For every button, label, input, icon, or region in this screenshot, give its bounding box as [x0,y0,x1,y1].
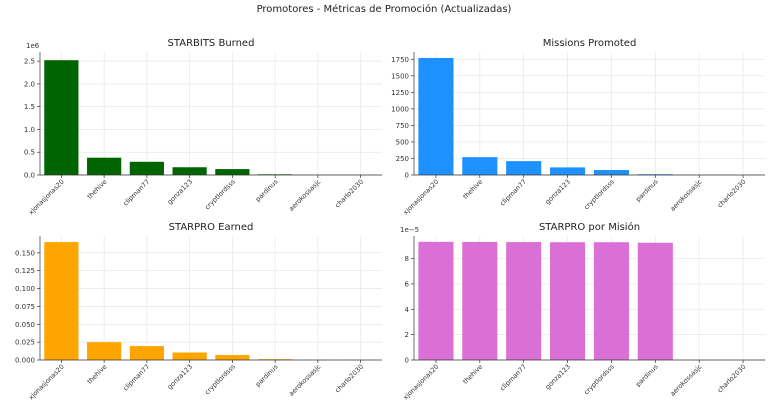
axis-multiplier: 1e6 [26,42,40,50]
y-tick-label: 8 [405,255,409,263]
bar-cryptlordsss [215,169,250,175]
x-tick-label: aerokossasjc [287,362,322,397]
x-tick-label: cryptlordsss [582,362,616,396]
y-tick-label: 1750 [391,56,409,64]
chart-title: Missions Promoted [543,38,637,49]
x-tick-label: cryptlordsss [203,177,237,211]
x-tick-label: clipman77 [122,363,152,393]
x-tick-label: charlo2030 [716,178,748,210]
bar-pardinus [637,242,673,360]
x-tick-label: clipman77 [122,178,152,208]
x-tick-label: thehive [86,363,109,386]
bar-thehive [87,342,122,360]
x-tick-label: gonza123 [544,363,572,391]
x-tick-label: cryptlordsss [203,362,237,396]
chart-title: STARBITS Burned [168,38,255,49]
x-tick-label: aerokossasjc [669,362,704,397]
y-tick-label: 2.0 [24,80,35,88]
bar-clipman77 [129,346,164,360]
bar-xjonasjonas20 [44,242,79,360]
x-tick-label: thehive [86,178,109,201]
y-tick-label: 0.025 [15,339,35,347]
bar-gonza123 [172,352,207,360]
x-tick-label: charlo2030 [333,178,365,210]
x-tick-label: charlo2030 [716,363,748,395]
bar-cryptlordsss [593,170,629,175]
bar-cryptlordsss [215,354,250,360]
bar-cryptlordsss [593,242,629,360]
y-tick-label: 2 [405,331,409,339]
y-tick-label: 0.100 [15,285,35,293]
x-tick-label: xjonasjonas20 [27,363,66,402]
x-tick-label: thehive [461,178,484,201]
x-tick-label: xjonasjonas20 [402,363,441,402]
y-tick-label: 6 [405,280,410,288]
chart-title: STARPRO Earned [169,222,254,233]
x-tick-label: pardinus [634,362,660,388]
y-tick-label: 0.075 [15,303,35,311]
x-tick-label: gonza123 [166,363,194,391]
x-tick-label: thehive [461,363,484,386]
x-tick-label: clipman77 [498,363,528,393]
chart-title: STARPRO por Misión [539,221,640,233]
bar-pardinus [637,174,673,175]
x-tick-label: aerokossasjc [669,177,704,212]
bar-xjonasjonas20 [418,241,454,360]
bar-thehive [87,157,122,175]
chart-panel-2: Missions Promoted 0 250 500 750 1000 1250 1500 1… [391,38,765,216]
x-tick-label: pardinus [634,177,660,203]
y-tick-label: 750 [396,122,409,130]
x-tick-label: gonza123 [166,178,194,206]
y-tick-label: 0.000 [15,357,35,365]
x-tick-label: aerokossasjc [287,177,322,212]
x-tick-label: gonza123 [544,178,572,206]
y-tick-label: 0.150 [15,249,35,257]
y-tick-label: 0.050 [15,321,35,329]
chart-panel-1: STARBITS Burned 0.0 0.5 1.0 1.5 2.0 2.5 xjonasj… [24,38,382,216]
x-tick-label: charlo2030 [333,363,365,395]
bar-xjonasjonas20 [44,60,79,176]
y-tick-label: 0 [405,172,409,180]
figure-suptitle: Promotores - Métricas de Promoción (Actu… [257,3,512,15]
bar-gonza123 [550,242,586,360]
bar-gonza123 [172,167,207,175]
bar-clipman77 [506,161,542,175]
x-tick-label: cryptlordsss [582,177,616,211]
y-tick-label: 0 [405,357,409,365]
y-tick-label: 1500 [391,72,409,80]
chart-panel-3: STARPRO Earned 0.000 0.025 0.050 0.075 0.100 0… [15,222,382,401]
chart-panels: STARBITS Burned 0.0 0.5 1.0 1.5 2.0 2.5 xjonasj… [15,38,765,401]
bar-thehive [462,241,498,360]
y-tick-label: 1.5 [24,103,35,111]
y-tick-label: 1250 [391,89,409,97]
y-tick-label: 500 [396,138,409,146]
y-tick-label: 2.5 [24,58,35,66]
y-tick-label: 0.5 [24,149,35,157]
chart-panel-4: STARPRO por Misión 0 2 4 6 8 xjonasjonas20 theh… [400,221,765,401]
y-tick-label: 1.0 [24,126,35,134]
x-tick-label: xjonasjonas20 [402,178,441,217]
x-tick-label: pardinus [254,362,280,388]
bar-clipman77 [506,242,542,360]
bar-thehive [462,157,498,175]
bar-xjonasjonas20 [418,57,454,175]
x-tick-label: clipman77 [498,178,528,208]
x-tick-label: pardinus [254,177,280,203]
bar-gonza123 [550,167,586,175]
y-tick-label: 0.0 [24,172,35,180]
bar-pardinus [258,359,293,360]
y-tick-label: 0.125 [15,267,35,275]
axis-multiplier: 1e−5 [400,226,419,234]
bar-clipman77 [129,161,164,175]
x-tick-label: xjonasjonas20 [27,178,66,217]
y-tick-label: 1000 [391,105,409,113]
y-tick-label: 250 [396,155,409,163]
y-tick-label: 4 [405,306,410,314]
